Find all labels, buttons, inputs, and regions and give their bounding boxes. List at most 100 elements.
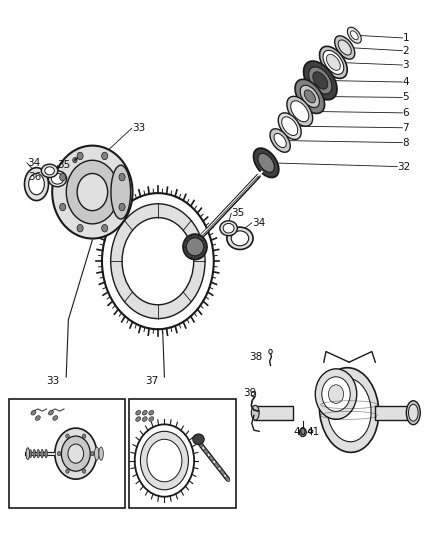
Circle shape <box>147 439 182 482</box>
Circle shape <box>61 436 90 471</box>
Text: 39: 39 <box>243 388 256 398</box>
Text: 38: 38 <box>250 352 263 362</box>
Bar <box>10 399 125 508</box>
Ellipse shape <box>300 85 319 108</box>
Ellipse shape <box>95 447 99 461</box>
Text: 35: 35 <box>57 160 71 171</box>
Circle shape <box>73 158 77 163</box>
Ellipse shape <box>231 231 249 246</box>
Ellipse shape <box>315 369 357 419</box>
Ellipse shape <box>254 148 279 177</box>
Ellipse shape <box>327 378 371 442</box>
Ellipse shape <box>347 27 361 43</box>
Ellipse shape <box>282 117 298 135</box>
Circle shape <box>135 424 194 497</box>
Ellipse shape <box>136 410 141 415</box>
Ellipse shape <box>220 221 237 236</box>
Ellipse shape <box>45 449 47 458</box>
Ellipse shape <box>304 61 337 100</box>
Ellipse shape <box>322 377 350 411</box>
Circle shape <box>102 193 214 329</box>
Bar <box>375 406 415 419</box>
Ellipse shape <box>291 101 309 122</box>
Ellipse shape <box>278 113 301 140</box>
Ellipse shape <box>274 133 286 148</box>
Ellipse shape <box>226 477 230 482</box>
Circle shape <box>77 152 83 160</box>
Circle shape <box>119 203 125 211</box>
Text: 34: 34 <box>252 218 265 228</box>
Ellipse shape <box>186 238 204 256</box>
Circle shape <box>60 173 66 181</box>
Circle shape <box>60 203 66 211</box>
Text: 37: 37 <box>145 376 158 386</box>
Text: 1: 1 <box>403 33 409 43</box>
Ellipse shape <box>35 416 40 421</box>
Circle shape <box>82 469 86 473</box>
Ellipse shape <box>319 368 379 453</box>
Ellipse shape <box>66 160 119 224</box>
Circle shape <box>119 173 125 181</box>
Ellipse shape <box>29 449 32 458</box>
Circle shape <box>111 204 205 319</box>
Text: 2: 2 <box>403 46 409 55</box>
Ellipse shape <box>111 165 131 219</box>
Text: 6: 6 <box>403 108 409 118</box>
Ellipse shape <box>304 90 315 103</box>
Ellipse shape <box>335 36 355 59</box>
Bar <box>130 399 237 508</box>
Ellipse shape <box>270 129 290 152</box>
Ellipse shape <box>258 154 274 172</box>
Ellipse shape <box>295 79 325 114</box>
Ellipse shape <box>215 463 219 468</box>
Text: 32: 32 <box>397 161 410 172</box>
Ellipse shape <box>338 40 351 55</box>
Circle shape <box>66 469 69 473</box>
Circle shape <box>299 428 306 437</box>
Ellipse shape <box>41 164 58 177</box>
Ellipse shape <box>31 410 36 415</box>
Text: 4: 4 <box>403 77 409 87</box>
Ellipse shape <box>45 167 54 175</box>
Ellipse shape <box>326 54 340 70</box>
Ellipse shape <box>99 447 103 461</box>
Circle shape <box>141 431 188 490</box>
Text: 41: 41 <box>306 427 320 438</box>
Ellipse shape <box>220 470 225 475</box>
Ellipse shape <box>53 416 58 421</box>
Circle shape <box>122 217 194 305</box>
Ellipse shape <box>406 401 420 425</box>
Ellipse shape <box>28 173 44 195</box>
Ellipse shape <box>323 50 344 75</box>
Ellipse shape <box>33 449 35 458</box>
Ellipse shape <box>409 404 418 421</box>
Ellipse shape <box>48 171 67 187</box>
Ellipse shape <box>136 417 141 422</box>
Ellipse shape <box>52 146 133 239</box>
Ellipse shape <box>223 223 234 233</box>
Text: 33: 33 <box>132 123 145 133</box>
Ellipse shape <box>204 449 208 454</box>
Ellipse shape <box>49 410 53 415</box>
Text: 35: 35 <box>231 208 244 219</box>
Ellipse shape <box>149 410 154 415</box>
Ellipse shape <box>328 385 344 403</box>
Ellipse shape <box>320 46 347 78</box>
Ellipse shape <box>26 448 29 459</box>
Ellipse shape <box>142 410 147 415</box>
Ellipse shape <box>251 405 259 420</box>
Circle shape <box>82 434 86 438</box>
Circle shape <box>55 428 97 479</box>
Ellipse shape <box>350 31 358 39</box>
Text: 8: 8 <box>403 138 409 148</box>
Circle shape <box>77 173 108 211</box>
Circle shape <box>102 152 108 160</box>
Ellipse shape <box>227 227 253 249</box>
Ellipse shape <box>308 430 313 433</box>
Ellipse shape <box>193 434 204 445</box>
Circle shape <box>251 391 256 397</box>
Ellipse shape <box>149 417 154 422</box>
Text: 34: 34 <box>27 158 40 168</box>
Ellipse shape <box>41 449 43 458</box>
Text: 3: 3 <box>403 60 409 70</box>
